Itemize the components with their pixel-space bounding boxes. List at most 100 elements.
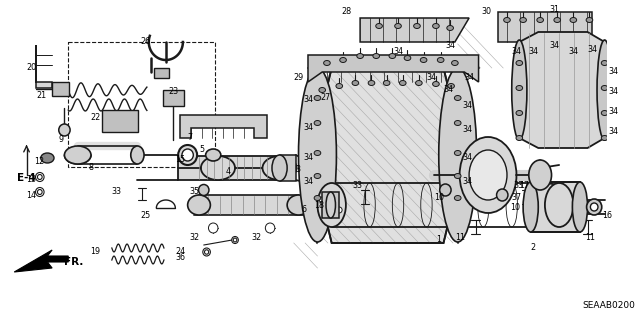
Text: 13: 13 (26, 175, 36, 184)
Text: 34: 34 (568, 48, 579, 56)
Ellipse shape (586, 18, 593, 23)
Ellipse shape (602, 110, 608, 115)
Text: 34: 34 (463, 125, 472, 135)
Text: 34: 34 (303, 153, 313, 162)
Text: 28: 28 (341, 8, 351, 17)
Ellipse shape (420, 57, 427, 63)
Text: 11: 11 (455, 234, 465, 242)
Circle shape (440, 184, 451, 196)
Circle shape (198, 184, 209, 196)
Ellipse shape (352, 80, 358, 85)
Text: 34: 34 (609, 128, 618, 137)
Ellipse shape (454, 151, 461, 155)
Text: 33: 33 (112, 188, 122, 197)
Ellipse shape (523, 182, 538, 232)
Ellipse shape (188, 195, 211, 215)
Circle shape (182, 149, 193, 161)
Circle shape (587, 199, 602, 215)
Ellipse shape (404, 56, 411, 61)
Ellipse shape (356, 54, 364, 58)
Ellipse shape (373, 54, 380, 58)
Polygon shape (308, 55, 479, 82)
Text: 6: 6 (301, 205, 307, 214)
Text: 32: 32 (189, 234, 200, 242)
Polygon shape (195, 195, 303, 215)
Bar (68, 42, 215, 167)
Ellipse shape (516, 61, 523, 65)
Ellipse shape (415, 80, 422, 85)
Ellipse shape (340, 57, 346, 63)
Text: 34: 34 (465, 73, 474, 83)
Bar (531, 182, 580, 232)
Ellipse shape (287, 195, 310, 215)
Circle shape (205, 250, 209, 254)
Text: SEAAB0200: SEAAB0200 (583, 300, 636, 309)
Ellipse shape (545, 183, 573, 227)
Text: 11: 11 (586, 234, 596, 242)
Text: 25: 25 (140, 211, 150, 219)
Ellipse shape (537, 18, 543, 23)
Ellipse shape (516, 136, 523, 140)
Bar (102, 110, 138, 132)
Bar (154, 68, 169, 78)
Polygon shape (180, 115, 268, 138)
Text: 34: 34 (445, 41, 456, 49)
Text: 26: 26 (140, 38, 150, 47)
Text: 34: 34 (463, 100, 472, 109)
Ellipse shape (454, 121, 461, 125)
Text: 7: 7 (188, 133, 193, 143)
Text: 34: 34 (463, 177, 472, 187)
Ellipse shape (602, 85, 608, 91)
Text: 19: 19 (90, 248, 100, 256)
Text: 34: 34 (393, 48, 403, 56)
Ellipse shape (383, 80, 390, 85)
Text: 20: 20 (26, 63, 36, 72)
Text: 35: 35 (189, 188, 200, 197)
Ellipse shape (314, 121, 321, 125)
Ellipse shape (570, 18, 577, 23)
Ellipse shape (602, 61, 608, 65)
Ellipse shape (314, 151, 321, 155)
Ellipse shape (319, 87, 326, 93)
Text: 36: 36 (175, 254, 186, 263)
Ellipse shape (326, 192, 335, 218)
Polygon shape (519, 32, 605, 148)
Text: 4: 4 (225, 167, 230, 176)
Text: 34: 34 (444, 85, 454, 94)
Circle shape (590, 203, 598, 211)
Polygon shape (360, 18, 469, 42)
Ellipse shape (520, 18, 527, 23)
Text: 37: 37 (512, 194, 522, 203)
Ellipse shape (437, 57, 444, 63)
Ellipse shape (272, 155, 287, 181)
Ellipse shape (205, 149, 221, 161)
Ellipse shape (314, 196, 321, 201)
Text: 18: 18 (315, 201, 324, 210)
Ellipse shape (602, 136, 608, 140)
Ellipse shape (399, 80, 406, 85)
Ellipse shape (317, 183, 346, 227)
Circle shape (36, 188, 44, 197)
Text: 32: 32 (251, 234, 261, 242)
Bar (322, 192, 339, 218)
Text: 16: 16 (602, 211, 612, 219)
Circle shape (209, 223, 218, 233)
Text: FR.: FR. (65, 257, 84, 267)
Text: 22: 22 (90, 114, 100, 122)
Ellipse shape (454, 174, 461, 179)
Polygon shape (317, 68, 458, 243)
Ellipse shape (454, 95, 461, 100)
Text: 34: 34 (463, 153, 472, 162)
Text: 3: 3 (296, 166, 301, 174)
Ellipse shape (314, 174, 321, 179)
Text: 10: 10 (510, 204, 520, 212)
Ellipse shape (298, 68, 337, 242)
Text: 1: 1 (436, 235, 441, 244)
Circle shape (337, 207, 342, 213)
Circle shape (178, 145, 197, 165)
Circle shape (497, 189, 508, 201)
Text: 34: 34 (512, 48, 522, 56)
Text: E-4: E-4 (17, 173, 36, 183)
Polygon shape (14, 250, 68, 272)
Text: 34: 34 (609, 87, 618, 97)
